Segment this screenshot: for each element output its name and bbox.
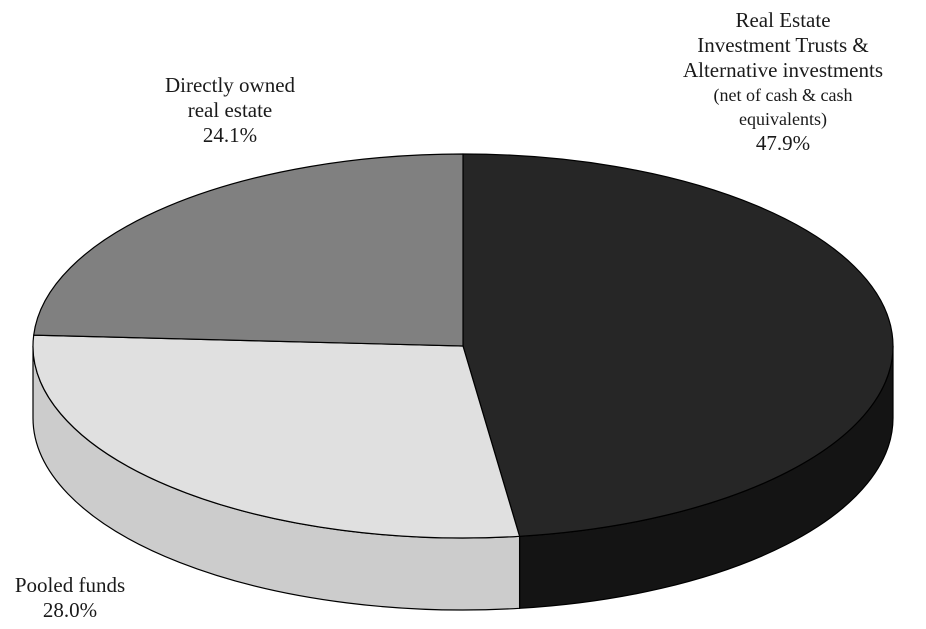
slice-label-line: Investment Trusts &	[697, 33, 869, 57]
pie-slice-pooled-funds	[32, 334, 521, 539]
slice-note-line: (net of cash & cash	[713, 85, 853, 105]
slice-label-line: Pooled funds	[14, 573, 126, 597]
slice-label-reits: Real Estate Investment Trusts & Alternat…	[640, 8, 926, 156]
slice-label-line: Alternative investments	[682, 58, 884, 82]
slice-label-directly-owned: Directly owned real estate 24.1%	[120, 73, 340, 148]
slice-label-line: real estate	[187, 98, 273, 122]
slice-value-label: 28.0%	[42, 598, 98, 622]
slice-label-line: Directly owned	[164, 73, 296, 97]
pie-slice-reits	[462, 153, 894, 537]
slice-label-line: Real Estate	[735, 8, 831, 32]
pie-slice-directly-owned	[33, 153, 464, 347]
slice-note-line: equivalents)	[739, 109, 827, 129]
slice-value-label: 24.1%	[202, 123, 258, 147]
slice-label-pooled-funds: Pooled funds 28.0%	[0, 573, 140, 623]
slice-value-label: 47.9%	[755, 131, 811, 155]
